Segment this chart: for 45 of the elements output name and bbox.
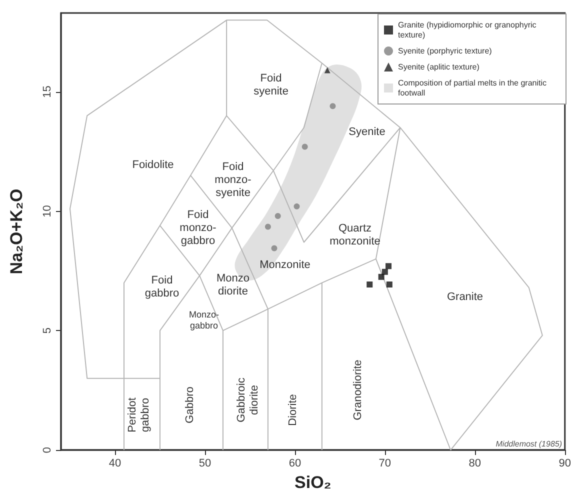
point [386,282,392,288]
annotation: Foid gabbro [144,274,180,300]
y-tick-label: 5 [42,328,54,334]
legend-label: Syenite (porphyric texture) [398,46,492,56]
point [378,274,384,280]
legend-label: Composition of partial melts in the granitic footwall [398,78,549,98]
annotation: Foid monzo- syenite [214,161,252,199]
annotation: Foid monzo- gabbro [180,209,217,247]
point [294,203,300,210]
point [264,224,271,230]
point [382,268,388,275]
annotation: Foidolite [132,159,174,171]
annotation: Quartz monzonite [330,222,380,248]
x-tick-label: 70 [378,458,392,470]
annotation: Diorite [287,394,299,426]
legend-label: Syenite (aplitic texture) [398,62,480,72]
annotation: Monzonite [260,259,310,271]
point [366,282,373,288]
y-axis-title: Na₂O+K₂O [7,188,26,274]
point [274,212,281,219]
point [324,67,330,74]
x-tick-label: 60 [288,458,302,470]
point [271,245,278,252]
x-tick-label: 50 [198,458,212,470]
point [386,263,392,270]
annotation: Granodiorite [352,360,364,420]
annotation: Gabbroic diorite [236,377,260,422]
annotation: Middlemost (1985) [496,440,562,448]
point [330,103,336,110]
annotation: Gabbro [184,386,196,424]
legend-label: Granite (hypidiomorphic or granophyric texture) [398,20,539,40]
point [302,144,308,150]
annotation: Syenite [348,126,386,138]
x-axis-title: SiO₂ [294,473,332,492]
annotation: Foid syenite [254,72,288,98]
y-tick-label: 0 [42,446,54,454]
annotation: Granite [446,291,484,303]
x-tick-label: 40 [108,458,122,470]
annotation: Peridot gabbro [126,398,152,432]
x-tick-label: 90 [558,458,572,470]
y-tick-label: 15 [42,86,54,98]
x-tick-label: 80 [468,458,482,470]
annotation: Monzo- gabbro [188,310,220,330]
y-tick-label: 10 [42,205,54,218]
annotation: Monzo diorite [216,272,250,298]
